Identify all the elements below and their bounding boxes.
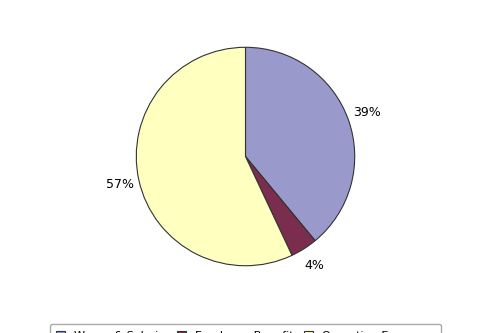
Legend: Wages & Salaries, Employee Benefits, Operating Expenses: Wages & Salaries, Employee Benefits, Ope… — [50, 324, 441, 333]
Wedge shape — [246, 47, 355, 241]
Text: 57%: 57% — [106, 178, 134, 191]
Text: 4%: 4% — [304, 259, 325, 272]
Wedge shape — [136, 47, 292, 266]
Wedge shape — [246, 157, 315, 255]
Text: 39%: 39% — [353, 106, 381, 119]
